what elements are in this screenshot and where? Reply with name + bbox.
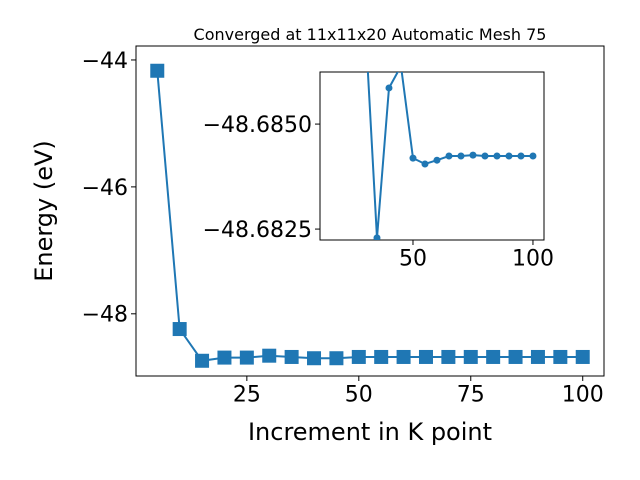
x-tick-label: 75 — [457, 383, 485, 408]
marker — [553, 349, 568, 364]
series-group — [361, 16, 537, 240]
marker — [441, 349, 456, 364]
marker — [418, 349, 433, 364]
marker — [373, 234, 381, 240]
y-axis-label: Energy (eV) — [30, 140, 58, 282]
marker — [445, 152, 453, 160]
marker — [374, 349, 389, 364]
y-tick-label: −48.6850 — [203, 113, 312, 138]
marker — [457, 152, 465, 160]
marker — [284, 349, 299, 364]
marker — [486, 349, 501, 364]
x-tick-label: 100 — [562, 383, 604, 408]
x-tick-label: 100 — [512, 247, 554, 272]
marker — [505, 152, 513, 160]
marker — [329, 351, 344, 366]
y-tick-label: −48.6825 — [203, 218, 312, 243]
marker — [433, 156, 441, 164]
marker — [508, 349, 523, 364]
marker — [469, 151, 477, 159]
x-tick-label: 50 — [345, 383, 373, 408]
y-tick-label: −46 — [82, 176, 128, 201]
marker — [481, 152, 489, 160]
marker — [530, 349, 545, 364]
marker — [421, 160, 429, 168]
marker — [217, 350, 232, 365]
marker — [172, 322, 187, 337]
marker — [493, 152, 501, 160]
marker — [150, 63, 165, 78]
series-group — [150, 63, 590, 368]
marker — [239, 350, 254, 365]
x-tick-label: 50 — [399, 247, 427, 272]
marker — [409, 154, 417, 162]
marker — [463, 349, 478, 364]
y-tick-label: −44 — [82, 49, 128, 74]
x-axis-label: Increment in K point — [248, 418, 492, 446]
marker — [262, 348, 277, 363]
marker — [529, 152, 537, 160]
chart-title: Converged at 11x11x20 Automatic Mesh 75 — [194, 25, 547, 44]
marker — [351, 349, 366, 364]
marker — [517, 152, 525, 160]
y-tick-label: −48 — [82, 303, 128, 328]
marker — [575, 349, 590, 364]
marker — [385, 84, 393, 92]
marker — [361, 16, 368, 23]
marker — [307, 351, 322, 366]
x-tick-label: 25 — [233, 383, 261, 408]
marker — [396, 349, 411, 364]
marker — [195, 353, 210, 368]
